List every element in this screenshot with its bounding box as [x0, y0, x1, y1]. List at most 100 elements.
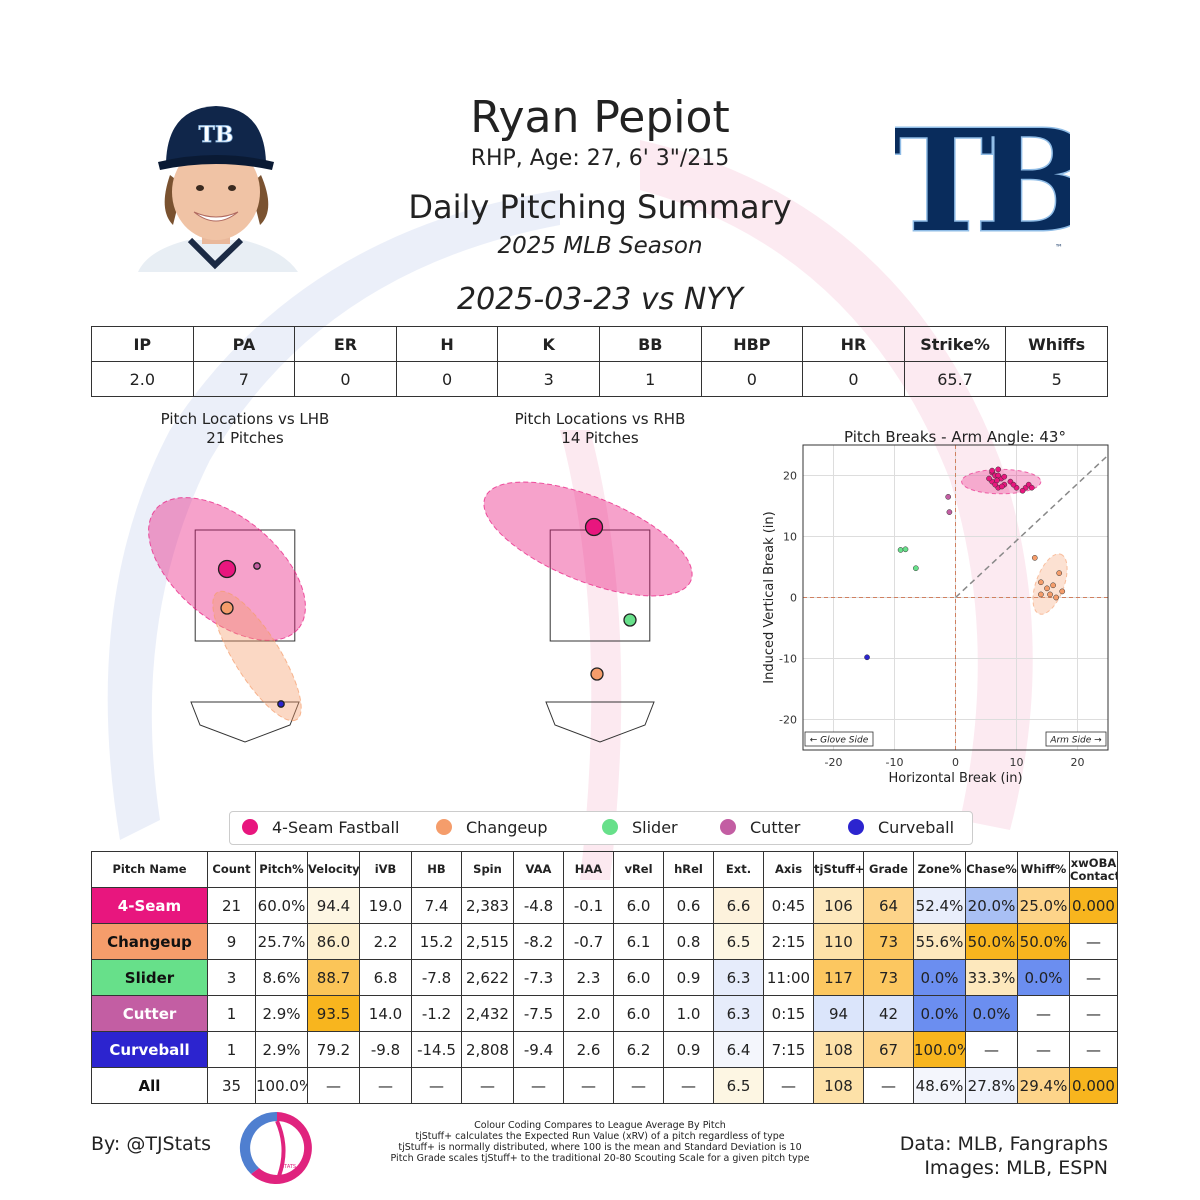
pitch-table-header-ext-: Ext.: [713, 851, 764, 888]
pitch-cell-vaa: -7.5: [513, 995, 564, 1032]
pitch-cell-velocity: —: [307, 1067, 360, 1104]
pitch-cell-hrel: 0.9: [663, 959, 714, 996]
break-y-tick: -20: [779, 714, 797, 727]
summary-value-bb: 1: [598, 361, 702, 397]
pitch-cell-xwoba-contact: —: [1069, 923, 1118, 960]
pitch-cell-axis: 0:15: [763, 995, 814, 1032]
byline: By: @TJStats: [91, 1133, 212, 1155]
pitch-name-cell: All: [91, 1067, 208, 1104]
footer-note: tjStuff+ is normally distributed, where …: [398, 1142, 802, 1153]
pitch-name-cell: Changeup: [91, 923, 208, 960]
pitch-cell-grade: 67: [863, 1031, 914, 1068]
pitch-cell-ext-: 6.5: [713, 1067, 764, 1104]
legend-item-cutter: Cutter: [720, 818, 800, 837]
summary-header-row: IP PA ER H K BB HBP HR Strike% Whiffs: [91, 326, 1108, 362]
pitch-cell-tjstuff-: 94: [813, 995, 864, 1032]
pitch-metrics-table: Pitch Name Count Pitch% Velocity iVB HB Spin VA…: [91, 851, 1118, 1104]
pitch-cell-ivb: -9.8: [359, 1031, 412, 1068]
pitch-table-header-chase-: Chase%: [965, 851, 1018, 888]
pitch-cell-spin: 2,432: [461, 995, 514, 1032]
pitch-cell-zone-: 48.6%: [913, 1067, 966, 1104]
pitch-table-header-count: Count: [207, 851, 256, 888]
footer-note: tjStuff+ calculates the Expected Run Val…: [415, 1131, 785, 1142]
arm-angle-line: [954, 454, 1108, 599]
pitch-cell-grade: 64: [863, 887, 914, 924]
pitch-cell-haa: 2.3: [563, 959, 614, 996]
pitch-cell-haa: 2.6: [563, 1031, 614, 1068]
pitch-cell-count: 1: [207, 1031, 256, 1068]
break-point-changeup: [1059, 588, 1066, 595]
pitch-cell-hb: -1.2: [411, 995, 462, 1032]
svg-text:™: ™: [1055, 243, 1063, 252]
player-info: RHP, Age: 27, 6' 3"/215: [470, 146, 730, 171]
legend-marker-cutter: [720, 819, 736, 835]
pitch-cell-haa: 2.0: [563, 995, 614, 1032]
summary-header-strike-: Strike%: [903, 326, 1007, 362]
pitch-cell-vrel: 6.2: [613, 1031, 664, 1068]
break-y-tick: 20: [783, 470, 797, 483]
pitch-cell-velocity: 88.7: [307, 959, 360, 996]
pitch-cell-velocity: 79.2: [307, 1031, 360, 1068]
break-point-4-seam-fastball: [989, 467, 995, 474]
break-plot-frame: [802, 444, 1109, 751]
break-point-curveball: [864, 654, 870, 661]
team-logo-text: TB: [895, 100, 1070, 260]
pitch-name-cell: Slider: [91, 959, 208, 996]
rhb-point-4-seam-fastball: [584, 517, 604, 537]
pitch-cell-vaa: -7.3: [513, 959, 564, 996]
pitch-cell-hb: 15.2: [411, 923, 462, 960]
summary-value-strike-: 65.7: [903, 361, 1007, 397]
pitch-cell-vaa: -4.8: [513, 887, 564, 924]
player-headshot: TB: [138, 106, 298, 272]
break-point-4-seam-fastball: [1001, 473, 1008, 480]
pitch-cell-pitch-: 2.9%: [255, 1031, 308, 1068]
summary-header-k: K: [497, 326, 600, 362]
player-name: Ryan Pepiot: [470, 92, 730, 143]
pitch-cell-ext-: 6.3: [713, 959, 764, 996]
pitch-cell-whiff-: 50.0%: [1017, 923, 1070, 960]
break-point-slider: [913, 565, 919, 572]
pitch-cell-xwoba-contact: —: [1069, 1031, 1118, 1068]
summary-header-hr: HR: [802, 326, 905, 362]
pitch-cell-ivb: 14.0: [359, 995, 412, 1032]
break-point-4-seam-fastball: [1028, 484, 1035, 491]
break-point-changeup: [1053, 594, 1059, 601]
season-label: 2025 MLB Season: [497, 233, 703, 259]
pitch-table-header-axis: Axis: [763, 851, 814, 888]
pitch-cell-hrel: 0.8: [663, 923, 714, 960]
pitch-row-changeup: Changeup 9 25.7% 86.0 2.2 15.2 2,515 -8.2 -0.7 6.…: [91, 923, 1118, 960]
break-point-cutter: [946, 509, 953, 515]
summary-value-hr: 0: [802, 361, 905, 397]
summary-header-er: ER: [294, 326, 397, 362]
pitch-cell-hb: -14.5: [411, 1031, 462, 1068]
pitch-cell-chase-: 50.0%: [965, 923, 1018, 960]
pitch-cell-whiff-: —: [1017, 995, 1070, 1032]
pitch-cell-count: 9: [207, 923, 256, 960]
pitch-cell-ext-: 6.3: [713, 995, 764, 1032]
pitch-row-slider: Slider 3 8.6% 88.7 6.8 -7.8 2,622 -7.3 2.3 6.0 0.9…: [91, 959, 1118, 996]
pitch-cell-vaa: —: [513, 1067, 564, 1104]
break-point-changeup: [1050, 582, 1056, 589]
pitch-cell-spin: —: [461, 1067, 514, 1104]
pitch-cell-spin: 2,383: [461, 887, 514, 924]
pitch-cell-zone-: 52.4%: [913, 887, 966, 924]
legend-marker-4-seam-fastball: [242, 819, 258, 835]
pitch-cell-grade: 73: [863, 923, 914, 960]
pitch-cell-ivb: —: [359, 1067, 412, 1104]
pitch-cell-grade: 73: [863, 959, 914, 996]
pitch-cell-chase-: 33.3%: [965, 959, 1018, 996]
break-point-4-seam-fastball: [999, 483, 1005, 490]
break-point-4-seam-fastball: [995, 472, 1002, 479]
pitch-table-header-vrel: vRel: [613, 851, 664, 888]
break-point-cutter: [945, 494, 952, 500]
break-point-4-seam-fastball: [1010, 481, 1017, 488]
lhb-point-curveball: [277, 700, 285, 708]
summary-header-whiffs: Whiffs: [1005, 326, 1108, 362]
summary-header-ip: IP: [91, 326, 194, 362]
lhb-point-changeup: [220, 601, 234, 615]
pitch-cell-vrel: 6.1: [613, 923, 664, 960]
break-y-tick: -10: [779, 653, 797, 666]
footer-note: Pitch Grade scales tjStuff+ to the tradi…: [390, 1153, 810, 1164]
summary-header-bb: BB: [598, 326, 702, 362]
pitch-cell-axis: 0:45: [763, 887, 814, 924]
